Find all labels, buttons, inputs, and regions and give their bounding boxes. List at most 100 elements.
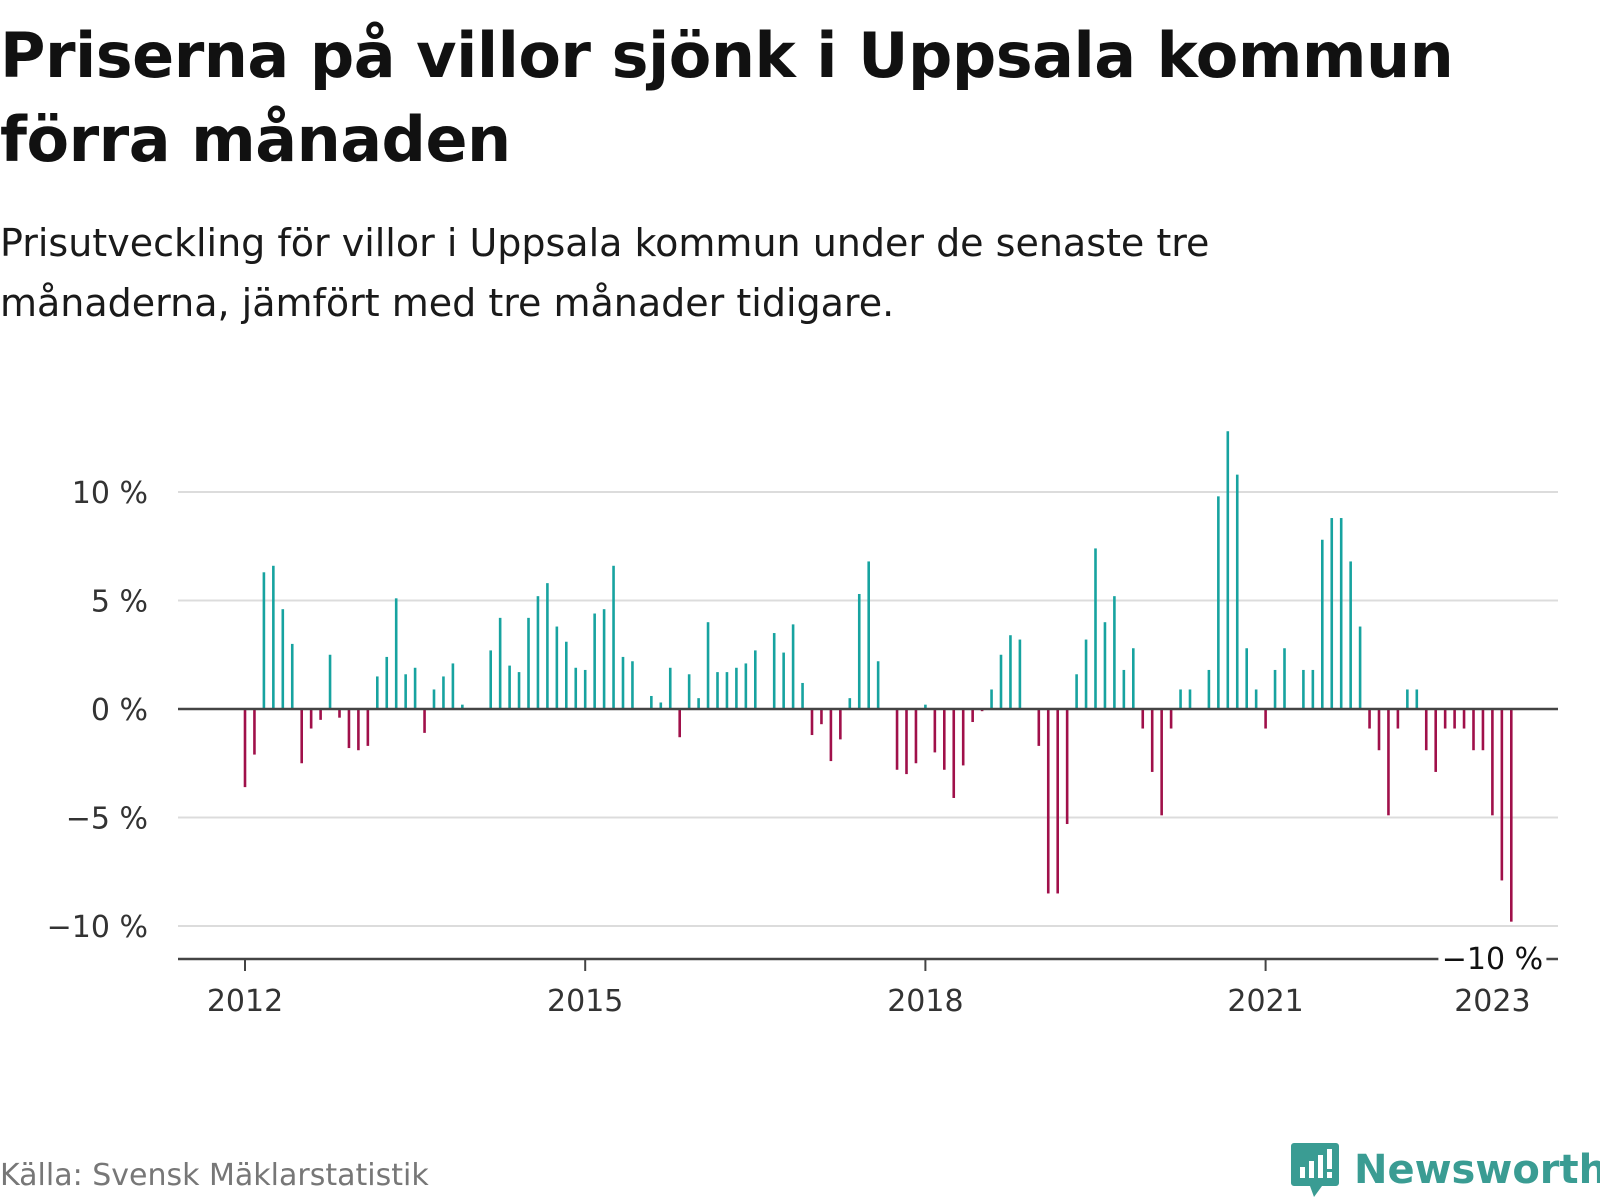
bar bbox=[952, 709, 956, 798]
bar bbox=[990, 689, 993, 709]
bar bbox=[659, 702, 663, 709]
bar bbox=[687, 674, 691, 709]
bar bbox=[442, 676, 445, 709]
axis-labels: 10 % 5 % 0 % −5 % −10 % 2012 2015 2018 2021 2023 −… bbox=[47, 476, 1547, 1019]
bar bbox=[565, 641, 568, 709]
bar bbox=[782, 652, 785, 709]
bar bbox=[1084, 639, 1088, 709]
bar bbox=[498, 617, 502, 709]
bar bbox=[1434, 709, 1437, 772]
bar bbox=[1396, 709, 1400, 729]
bar bbox=[1132, 648, 1135, 709]
bar bbox=[1254, 689, 1258, 709]
bar bbox=[508, 665, 511, 709]
bar bbox=[1207, 669, 1211, 709]
bar bbox=[914, 709, 918, 764]
bar bbox=[999, 654, 1003, 709]
bar bbox=[725, 672, 729, 709]
bar bbox=[347, 709, 351, 749]
bar bbox=[1075, 674, 1078, 709]
bar bbox=[328, 654, 332, 709]
bar bbox=[1113, 596, 1116, 709]
source-note: Källa: Svensk Mäklarstatistik bbox=[0, 1158, 429, 1193]
bar bbox=[243, 709, 247, 788]
bar bbox=[1065, 709, 1069, 825]
bar bbox=[1472, 709, 1475, 751]
bar bbox=[1188, 689, 1192, 709]
bar bbox=[744, 663, 748, 709]
bar bbox=[583, 669, 587, 709]
bar bbox=[631, 661, 634, 709]
newsworthy-logo[interactable]: Newsworthy bbox=[1290, 1141, 1600, 1199]
y-tick-label: −10 % bbox=[47, 910, 148, 945]
chart-title: Priserna på villor sjönk i Uppsala kommu… bbox=[0, 19, 1454, 176]
bar bbox=[432, 689, 436, 709]
chart-bars-speech-bubble-icon bbox=[1291, 1143, 1339, 1197]
bar bbox=[924, 704, 927, 709]
bar bbox=[262, 572, 266, 709]
bar bbox=[517, 672, 521, 709]
bar bbox=[1500, 709, 1504, 881]
bar bbox=[366, 709, 370, 746]
bar bbox=[357, 709, 360, 751]
bar bbox=[1160, 709, 1163, 816]
bar bbox=[1094, 548, 1097, 709]
y-tick-label: 0 % bbox=[91, 693, 148, 728]
chart-subtitle: Prisutveckling för villor i Uppsala komm… bbox=[0, 221, 1210, 325]
bar bbox=[394, 598, 398, 709]
bar bbox=[1273, 669, 1277, 709]
bar bbox=[1481, 709, 1485, 751]
bar bbox=[801, 682, 804, 709]
annotation-background bbox=[1438, 937, 1547, 977]
bar bbox=[1349, 561, 1352, 709]
bar bbox=[319, 709, 322, 720]
bar bbox=[1226, 431, 1230, 709]
bar bbox=[1443, 709, 1447, 729]
bar bbox=[1179, 689, 1182, 709]
bars bbox=[243, 431, 1513, 922]
bar bbox=[810, 709, 814, 736]
bar bbox=[1150, 709, 1154, 772]
bar bbox=[451, 663, 455, 709]
bar bbox=[300, 709, 303, 764]
bar bbox=[839, 709, 842, 740]
bar bbox=[555, 626, 559, 709]
bar bbox=[489, 650, 492, 709]
bar bbox=[281, 609, 285, 709]
bar bbox=[829, 709, 833, 762]
bar bbox=[1122, 669, 1126, 709]
bar bbox=[1358, 626, 1362, 709]
bar bbox=[706, 622, 710, 709]
bar bbox=[385, 656, 389, 709]
y-tick-label: 10 % bbox=[72, 476, 148, 511]
bar bbox=[943, 709, 946, 770]
bar bbox=[376, 676, 379, 709]
bar bbox=[668, 667, 672, 709]
bar bbox=[1377, 709, 1381, 751]
bar bbox=[772, 633, 776, 709]
bar bbox=[1103, 622, 1107, 709]
bar bbox=[593, 613, 596, 709]
bar bbox=[876, 661, 880, 709]
bar bbox=[612, 565, 615, 709]
annotation-label: −10 % bbox=[1442, 942, 1543, 977]
bar bbox=[1169, 709, 1173, 729]
bar bbox=[536, 596, 540, 709]
x-tick-label: 2015 bbox=[547, 984, 623, 1019]
bar bbox=[857, 593, 861, 709]
bar bbox=[527, 617, 530, 709]
bar bbox=[905, 709, 908, 775]
bar bbox=[1321, 539, 1324, 709]
bar bbox=[820, 709, 823, 725]
bar bbox=[961, 709, 965, 766]
x-tick-label: 2023 bbox=[1454, 984, 1530, 1019]
bar bbox=[574, 667, 578, 709]
bar bbox=[1141, 709, 1145, 729]
y-tick-label: 5 % bbox=[91, 585, 148, 620]
bar bbox=[1368, 709, 1371, 729]
bar bbox=[933, 709, 937, 753]
bar bbox=[1264, 709, 1267, 729]
bar bbox=[1009, 635, 1012, 709]
bar bbox=[1245, 648, 1248, 709]
bar bbox=[678, 709, 681, 738]
